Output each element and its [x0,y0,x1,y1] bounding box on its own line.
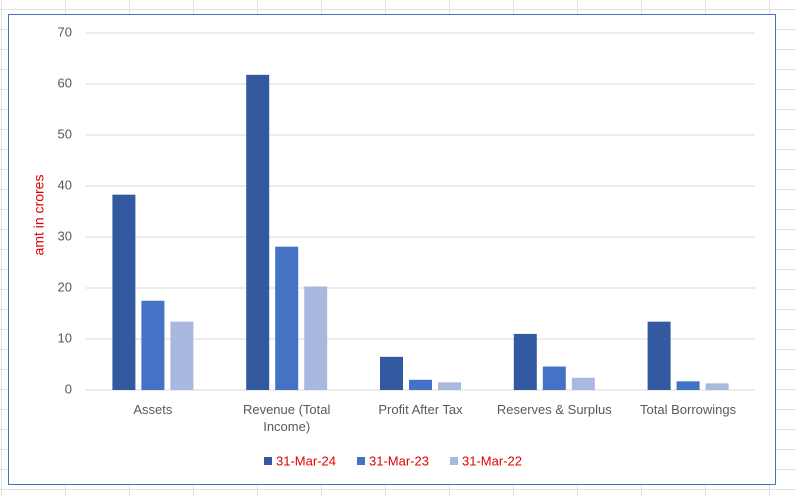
legend-label: 31-Mar-24 [276,453,336,468]
bar [380,356,403,390]
bar [409,379,432,390]
bar [647,321,671,390]
y-tick-label: 20 [58,279,72,294]
legend-swatch [450,457,458,465]
y-tick-label: 40 [58,177,72,192]
legend-label: 31-Mar-22 [462,453,522,468]
y-tick-label: 60 [58,75,72,90]
bar [275,246,299,390]
y-tick-label: 50 [58,126,72,141]
x-tick-label: Revenue (Total Income) [242,402,331,434]
bar [304,286,328,390]
chart-frame [8,14,776,485]
legend-swatch [264,457,272,465]
y-axis-title: amt in crores [31,175,47,256]
legend-label: 31-Mar-23 [369,453,429,468]
legend-swatch [357,457,365,465]
bar [542,366,566,390]
bar [438,382,461,390]
bar [513,333,537,390]
bar [676,381,700,390]
bar [170,321,194,390]
x-tick-label: Profit After Tax [378,402,463,417]
y-tick-label: 10 [58,330,72,345]
x-tick-label: Assets [133,402,173,417]
x-tick-label: Total Borrowings [640,402,737,417]
bar [141,300,165,390]
bar [246,74,270,390]
bar [705,383,729,390]
y-tick-label: 70 [58,24,72,39]
bar [112,194,136,390]
x-tick-label: Reserves & Surplus [496,402,612,417]
y-tick-label: 0 [65,381,72,396]
bar [571,377,595,390]
y-tick-label: 30 [58,228,72,243]
